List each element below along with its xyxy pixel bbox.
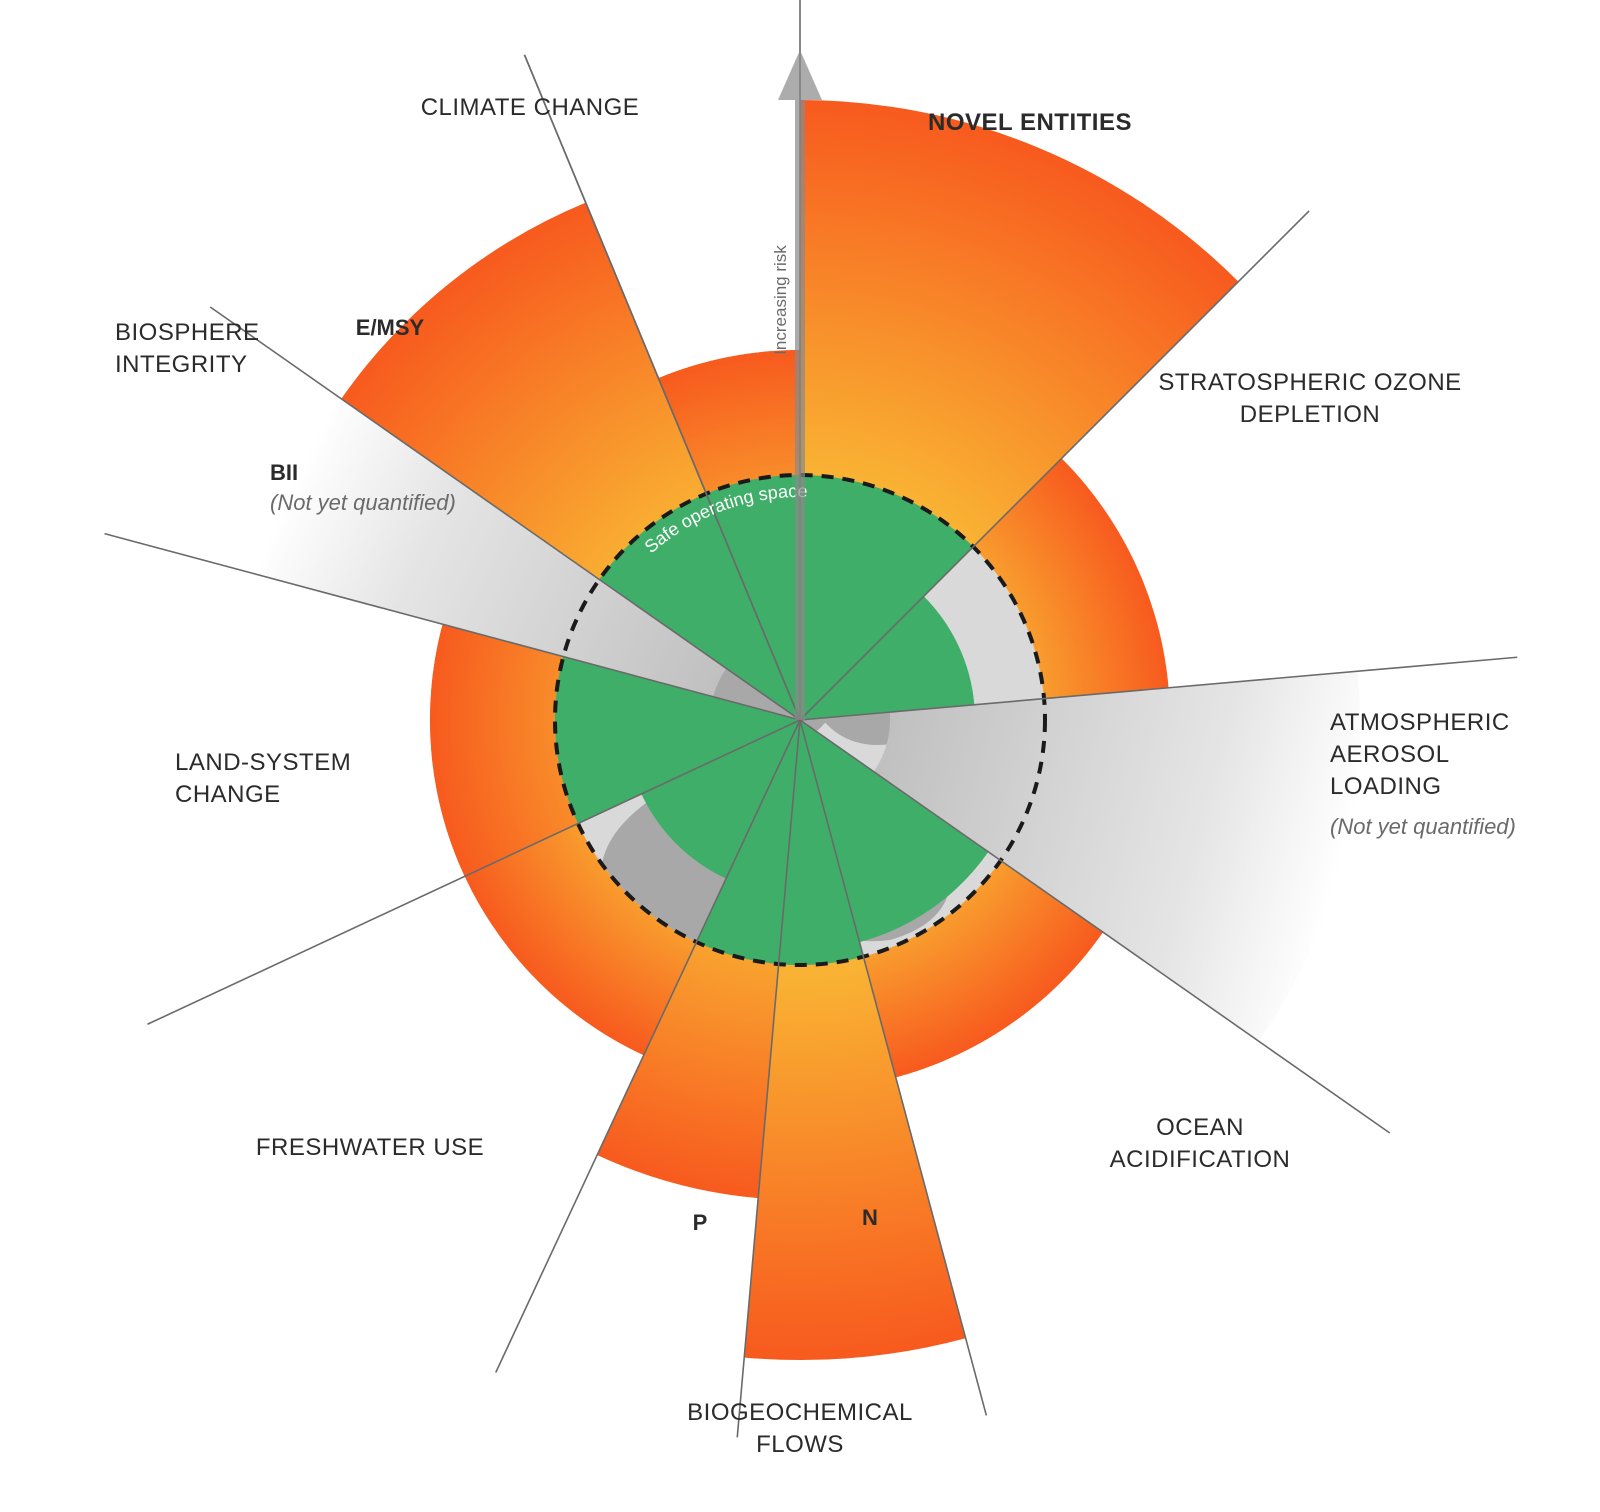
- label-ozone: STRATOSPHERIC OZONEDEPLETION: [1158, 369, 1461, 428]
- label-novel: NOVEL ENTITIES: [928, 109, 1132, 136]
- label-climate: CLIMATE CHANGE: [421, 94, 640, 121]
- label-aerosol: ATMOSPHERICAEROSOLLOADING: [1330, 709, 1510, 800]
- note-aerosol: (Not yet quantified): [1330, 814, 1516, 839]
- label-biosphere: BIOSPHEREINTEGRITY: [115, 319, 260, 378]
- label-land: LAND-SYSTEMCHANGE: [175, 749, 351, 808]
- risk-arrow-label: Increasing risk: [771, 245, 790, 355]
- sublabel-bii: BII: [270, 460, 298, 485]
- note-bii: (Not yet quantified): [270, 490, 456, 515]
- sublabel-n: N: [862, 1205, 878, 1230]
- sublabel-emsy: E/MSY: [356, 315, 425, 340]
- label-biogeo: BIOGEOCHEMICALFLOWS: [687, 1399, 913, 1458]
- diagram-svg: Safe operating spaceIncreasing riskCLIMA…: [0, 0, 1600, 1512]
- sublabel-p: P: [693, 1210, 708, 1235]
- planetary-boundaries-diagram: Safe operating spaceIncreasing riskCLIMA…: [0, 0, 1600, 1512]
- label-ocean: OCEANACIDIFICATION: [1110, 1114, 1291, 1173]
- label-freshwater: FRESHWATER USE: [256, 1134, 484, 1161]
